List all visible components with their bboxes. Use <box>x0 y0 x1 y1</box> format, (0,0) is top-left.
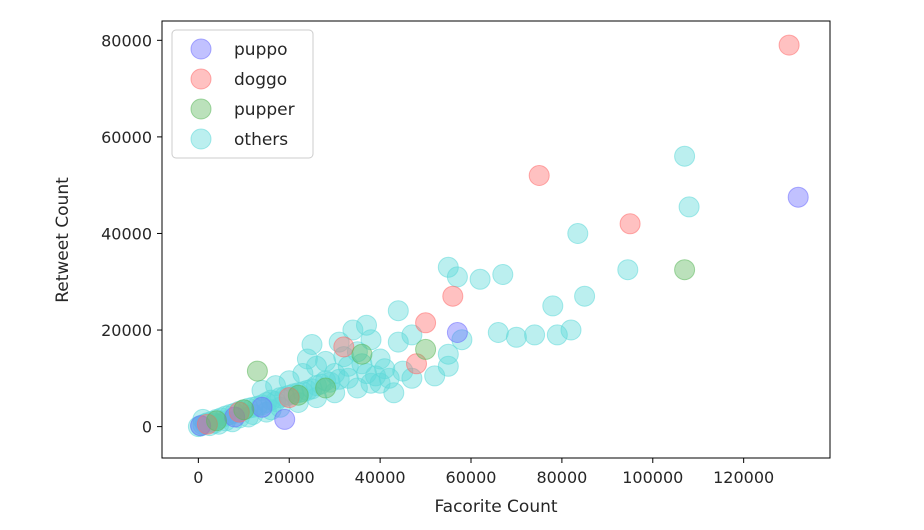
data-point-others-21 <box>387 331 409 353</box>
x-tick-label-6: 120000 <box>713 468 774 487</box>
y-axis-label: Retweet Count <box>53 177 73 303</box>
data-point-others-3 <box>617 259 639 281</box>
x-tick-label-0: 0 <box>193 468 203 487</box>
data-point-pupper-2 <box>246 360 268 382</box>
legend-marker-puppo <box>190 38 212 60</box>
data-point-puppo-1 <box>446 322 468 343</box>
legend-label-doggo: doggo <box>234 70 287 90</box>
data-point-others-4 <box>574 285 596 307</box>
data-point-others-90 <box>346 377 368 399</box>
data-point-others-8 <box>469 268 491 290</box>
data-point-others-1 <box>678 196 700 218</box>
data-point-puppo-0 <box>787 186 809 208</box>
data-point-others-15 <box>560 319 582 341</box>
data-point-others-11 <box>487 322 509 343</box>
data-point-doggo-3 <box>442 285 464 307</box>
y-tick-label-0: 0 <box>142 418 152 437</box>
data-point-pupper-7 <box>315 377 337 399</box>
legend-label-others: others <box>234 130 288 150</box>
data-point-others-13 <box>524 324 546 346</box>
data-point-doggo-0 <box>778 34 800 56</box>
data-point-doggo-2 <box>619 213 641 235</box>
data-point-others-17 <box>437 343 459 365</box>
data-point-others-5 <box>542 295 564 317</box>
data-point-puppo-3 <box>190 415 212 437</box>
data-point-others-31 <box>369 348 391 370</box>
y-axis-ticks: 0 20000 40000 60000 80000 <box>101 31 162 437</box>
x-axis-ticks: 0 20000 40000 60000 80000 100000 120000 <box>193 458 774 487</box>
legend-label-puppo: puppo <box>234 40 288 60</box>
x-tick-label-3: 60000 <box>446 468 497 487</box>
data-point-pupper-5 <box>233 399 255 421</box>
x-axis-label: Facorite Count <box>434 497 557 517</box>
data-point-doggo-6 <box>333 336 355 358</box>
data-point-doggo-9 <box>278 387 300 409</box>
data-point-pupper-3 <box>351 343 373 365</box>
data-point-others-92 <box>378 367 400 389</box>
data-point-pupper-1 <box>415 338 437 360</box>
data-point-others-9 <box>492 264 514 285</box>
data-point-puppo-2 <box>274 408 296 430</box>
data-point-pupper-4 <box>206 410 227 432</box>
legend-box <box>171 29 314 159</box>
data-point-pupper-0 <box>674 259 696 281</box>
data-point-others-20 <box>401 324 423 346</box>
data-point-others-24 <box>342 319 364 341</box>
data-point-others-12 <box>505 326 527 348</box>
data-points <box>187 34 809 438</box>
data-point-doggo-4 <box>415 312 437 334</box>
plot-frame <box>161 20 831 459</box>
data-point-others-0 <box>674 145 696 167</box>
x-tick-label-2: 40000 <box>355 468 406 487</box>
data-point-others-23 <box>356 314 377 336</box>
data-point-others-7 <box>446 266 468 288</box>
data-point-puppo-5 <box>251 396 273 418</box>
data-point-others-88 <box>315 350 337 372</box>
legend-label-pupper: pupper <box>234 100 295 120</box>
y-tick-label-4: 80000 <box>101 31 152 50</box>
legend-marker-doggo <box>190 68 212 90</box>
data-point-others-19 <box>437 355 459 377</box>
x-tick-label-5: 100000 <box>622 468 683 487</box>
legend: puppo doggo pupper others <box>171 29 314 159</box>
data-point-others-2 <box>567 223 589 244</box>
x-tick-label-1: 20000 <box>264 468 315 487</box>
data-point-pupper-6 <box>287 384 309 406</box>
data-point-others-28 <box>392 360 414 382</box>
data-point-others-10 <box>387 300 409 322</box>
y-tick-label-3: 60000 <box>101 128 152 147</box>
legend-marker-others <box>190 128 212 150</box>
legend-marker-pupper <box>190 98 212 120</box>
x-tick-label-4: 80000 <box>536 468 587 487</box>
data-point-others-83 <box>265 375 287 397</box>
data-point-others-95 <box>208 413 230 435</box>
y-tick-label-2: 40000 <box>101 224 152 243</box>
data-point-others-14 <box>546 324 568 346</box>
data-point-others-87 <box>296 348 318 370</box>
y-tick-label-1: 20000 <box>101 321 152 340</box>
data-point-doggo-1 <box>528 165 550 186</box>
